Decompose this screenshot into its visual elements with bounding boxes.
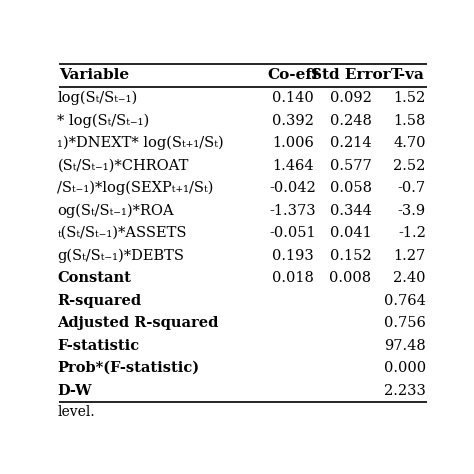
Text: T-va: T-va: [391, 69, 425, 82]
Text: 0.344: 0.344: [329, 203, 372, 218]
Text: Co-eff: Co-eff: [267, 69, 319, 82]
Text: og(Sₜ/Sₜ₋₁)*ROA: og(Sₜ/Sₜ₋₁)*ROA: [57, 203, 174, 218]
Text: 1.27: 1.27: [393, 248, 426, 263]
Text: 0.764: 0.764: [384, 293, 426, 308]
Text: 2.40: 2.40: [393, 271, 426, 285]
Text: -3.9: -3.9: [398, 203, 426, 218]
Text: R-squared: R-squared: [57, 293, 142, 308]
Text: g(Sₜ/Sₜ₋₁)*DEBTS: g(Sₜ/Sₜ₋₁)*DEBTS: [57, 248, 184, 263]
Text: -1.373: -1.373: [270, 203, 316, 218]
Text: log(Sₜ/Sₜ₋₁): log(Sₜ/Sₜ₋₁): [57, 91, 137, 105]
Text: 0.248: 0.248: [329, 114, 372, 128]
Text: 0.152: 0.152: [330, 248, 371, 263]
Text: 1.006: 1.006: [272, 136, 314, 150]
Text: 0.092: 0.092: [329, 91, 372, 105]
Text: 2.233: 2.233: [384, 383, 426, 398]
Text: ₁)*DNEXT* log(Sₜ₊₁/Sₜ): ₁)*DNEXT* log(Sₜ₊₁/Sₜ): [57, 136, 224, 150]
Text: Adjusted R-squared: Adjusted R-squared: [57, 316, 219, 330]
Text: 97.48: 97.48: [384, 338, 426, 353]
Text: 0.018: 0.018: [272, 271, 314, 285]
Text: 0.008: 0.008: [329, 271, 372, 285]
Text: 0.140: 0.140: [272, 91, 314, 105]
Text: * log(Sₜ/Sₜ₋₁): * log(Sₜ/Sₜ₋₁): [57, 113, 150, 128]
Text: 0.577: 0.577: [329, 158, 372, 173]
Text: /Sₜ₋₁)*log(SEXPₜ₊₁/Sₜ): /Sₜ₋₁)*log(SEXPₜ₊₁/Sₜ): [57, 181, 214, 195]
Text: D-W: D-W: [57, 383, 92, 398]
Text: F-statistic: F-statistic: [57, 338, 139, 353]
Text: Std Error: Std Error: [311, 69, 391, 82]
Text: 0.756: 0.756: [384, 316, 426, 330]
Text: Prob*(F-statistic): Prob*(F-statistic): [57, 361, 200, 375]
Text: -0.7: -0.7: [398, 181, 426, 195]
Text: 1.58: 1.58: [393, 114, 426, 128]
Text: 0.193: 0.193: [272, 248, 314, 263]
Text: ₜ(Sₜ/Sₜ₋₁)*ASSETS: ₜ(Sₜ/Sₜ₋₁)*ASSETS: [57, 226, 187, 240]
Text: 0.392: 0.392: [272, 114, 314, 128]
Text: -0.051: -0.051: [270, 226, 316, 240]
Text: 1.52: 1.52: [393, 91, 426, 105]
Text: -1.2: -1.2: [398, 226, 426, 240]
Text: Variable: Variable: [59, 69, 129, 82]
Text: 4.70: 4.70: [393, 136, 426, 150]
Text: 0.214: 0.214: [330, 136, 371, 150]
Text: level.: level.: [57, 405, 95, 419]
Text: 0.041: 0.041: [329, 226, 372, 240]
Text: (Sₜ/Sₜ₋₁)*CHROAT: (Sₜ/Sₜ₋₁)*CHROAT: [57, 158, 189, 173]
Text: Constant: Constant: [57, 271, 131, 285]
Text: 1.464: 1.464: [272, 158, 314, 173]
Text: -0.042: -0.042: [270, 181, 317, 195]
Text: 2.52: 2.52: [393, 158, 426, 173]
Text: 0.058: 0.058: [329, 181, 372, 195]
Text: 0.000: 0.000: [384, 361, 426, 375]
